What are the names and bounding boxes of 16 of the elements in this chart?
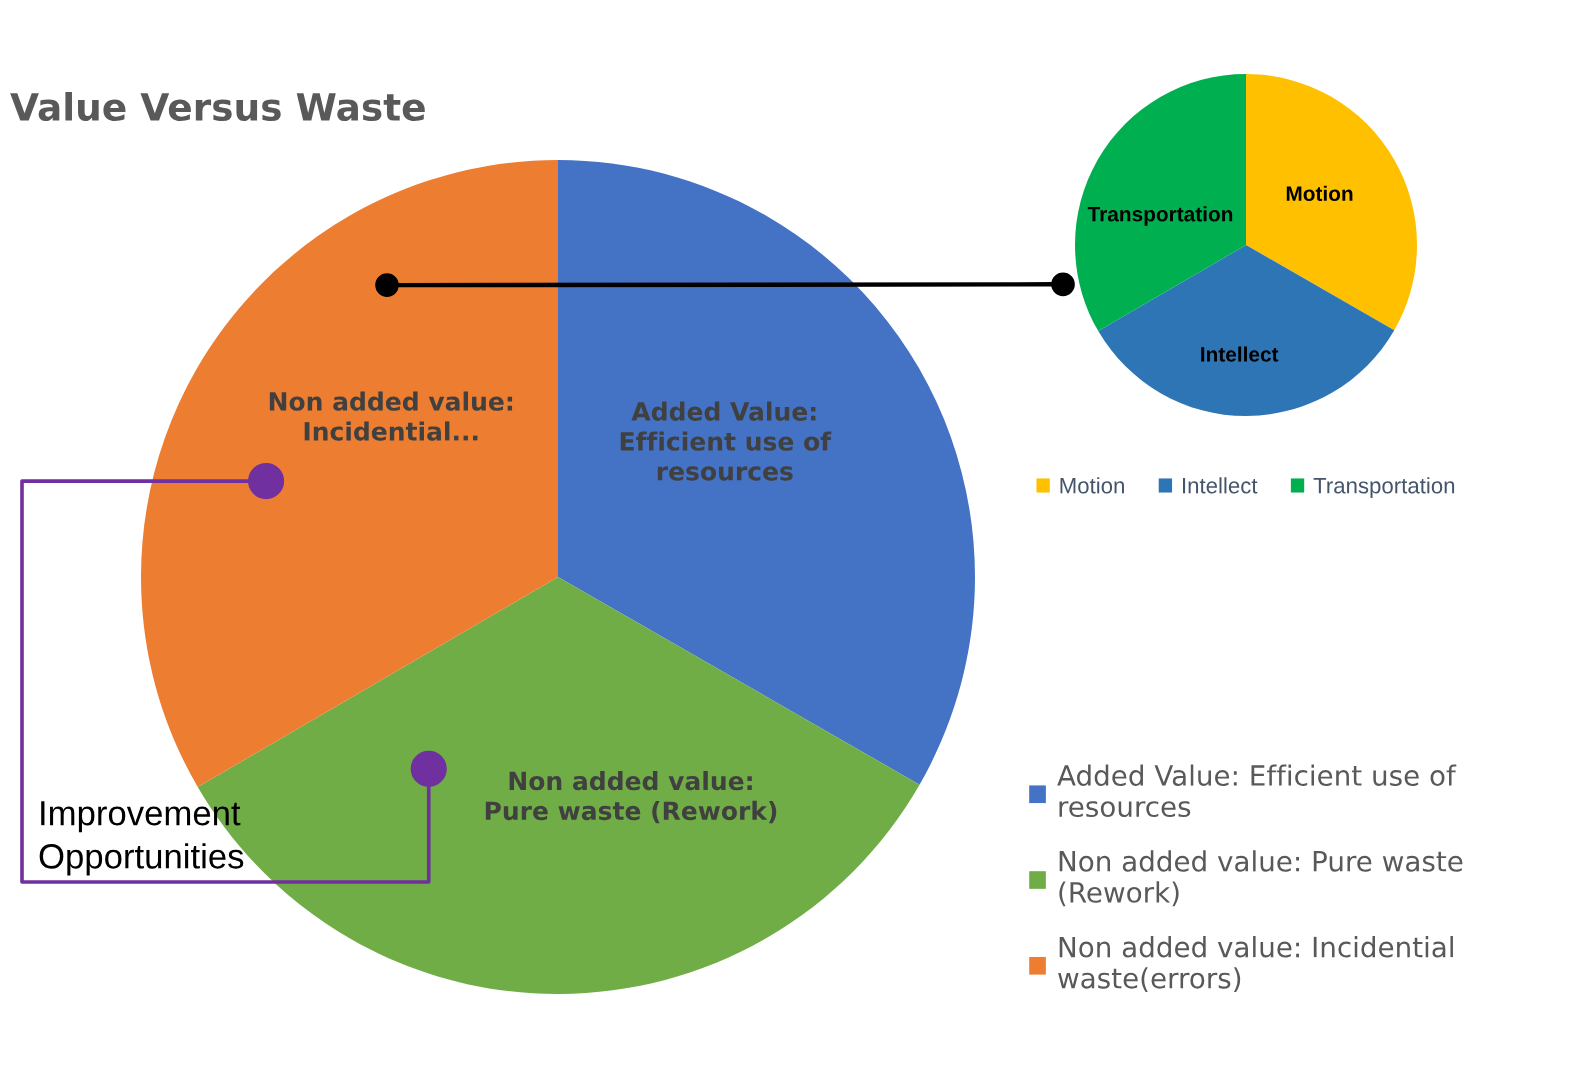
data-label: Motion <box>1286 185 1353 201</box>
legend-label: Non added value: Incidential waste(errors) <box>1058 936 1453 992</box>
pie-slice <box>1098 245 1395 416</box>
legend-label: Motion <box>1060 477 1124 494</box>
legend-label: Intellect <box>1183 477 1258 494</box>
data-label: Intellect <box>1201 346 1279 362</box>
legend-label: Added Value: Efficient use of resources <box>1057 764 1457 818</box>
data-label: Non added value: Incidential... <box>269 391 513 441</box>
data-label: Non added value: Pure waste (Rework) <box>485 770 777 824</box>
legend-label: Transportation <box>1313 477 1455 498</box>
pie-slice <box>1246 74 1417 331</box>
legend-label: Non added value: Pure waste (Rework) <box>1059 850 1463 907</box>
data-label: Transportation <box>1087 206 1233 226</box>
pie-slice <box>1075 74 1246 332</box>
data-label: Added Value: Efficient use of resources <box>620 401 832 481</box>
chart-title: Value Versus Waste <box>10 92 425 122</box>
